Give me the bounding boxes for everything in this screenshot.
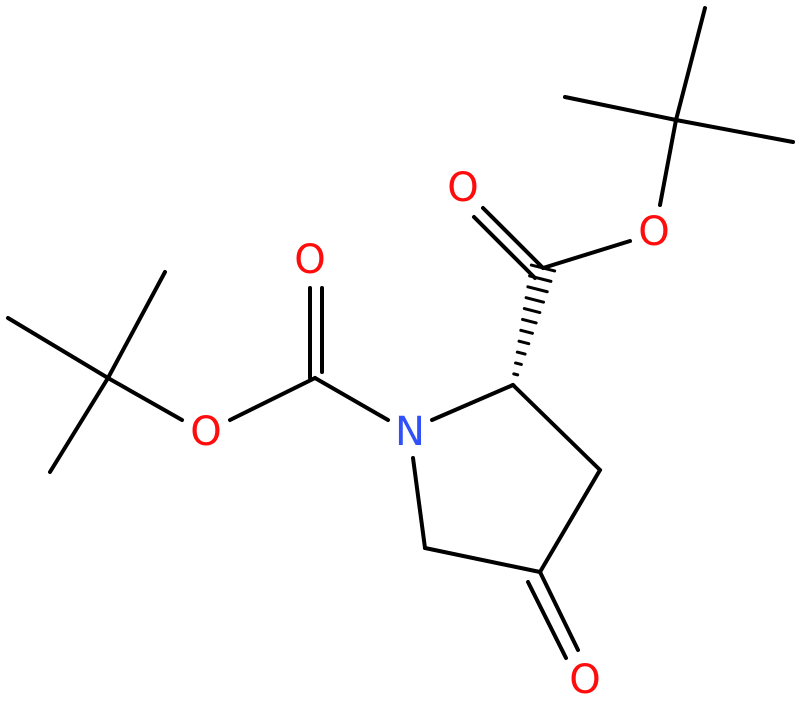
hash-stroke [517, 339, 531, 346]
double-bond [472, 215, 537, 280]
double-bond [526, 580, 568, 660]
bond [658, 118, 678, 207]
bond [563, 95, 678, 122]
hash-stroke [522, 307, 542, 315]
bond [6, 316, 110, 380]
bond [423, 546, 542, 574]
atom-label: O [569, 657, 600, 703]
double-bond [538, 570, 580, 652]
bond [538, 468, 602, 574]
bond [48, 376, 110, 474]
bond [313, 376, 390, 422]
hash-stroke [519, 328, 534, 335]
hash-stroke [524, 296, 546, 304]
bond [411, 456, 427, 550]
bond [106, 376, 184, 422]
atom-label: O [447, 165, 478, 211]
bond [511, 383, 602, 472]
atom-label: N [395, 409, 425, 455]
bond [541, 239, 632, 270]
bond [674, 118, 795, 144]
hash-stroke [515, 350, 527, 356]
double-bond [481, 206, 545, 270]
hash-stroke [528, 274, 553, 283]
bonds [6, 6, 795, 660]
hash-stroke [529, 263, 557, 273]
hash-stroke [526, 285, 549, 294]
bond [228, 376, 317, 422]
hash-stroke [514, 361, 523, 366]
bond [674, 6, 707, 122]
hash-stroke [512, 372, 520, 377]
bond [106, 270, 167, 380]
atom-label: O [638, 209, 669, 255]
atom-label: O [190, 409, 221, 455]
hash-stroke [521, 317, 538, 325]
bond [430, 383, 515, 422]
atom-label: O [294, 237, 325, 283]
hashed-wedge [510, 263, 557, 387]
